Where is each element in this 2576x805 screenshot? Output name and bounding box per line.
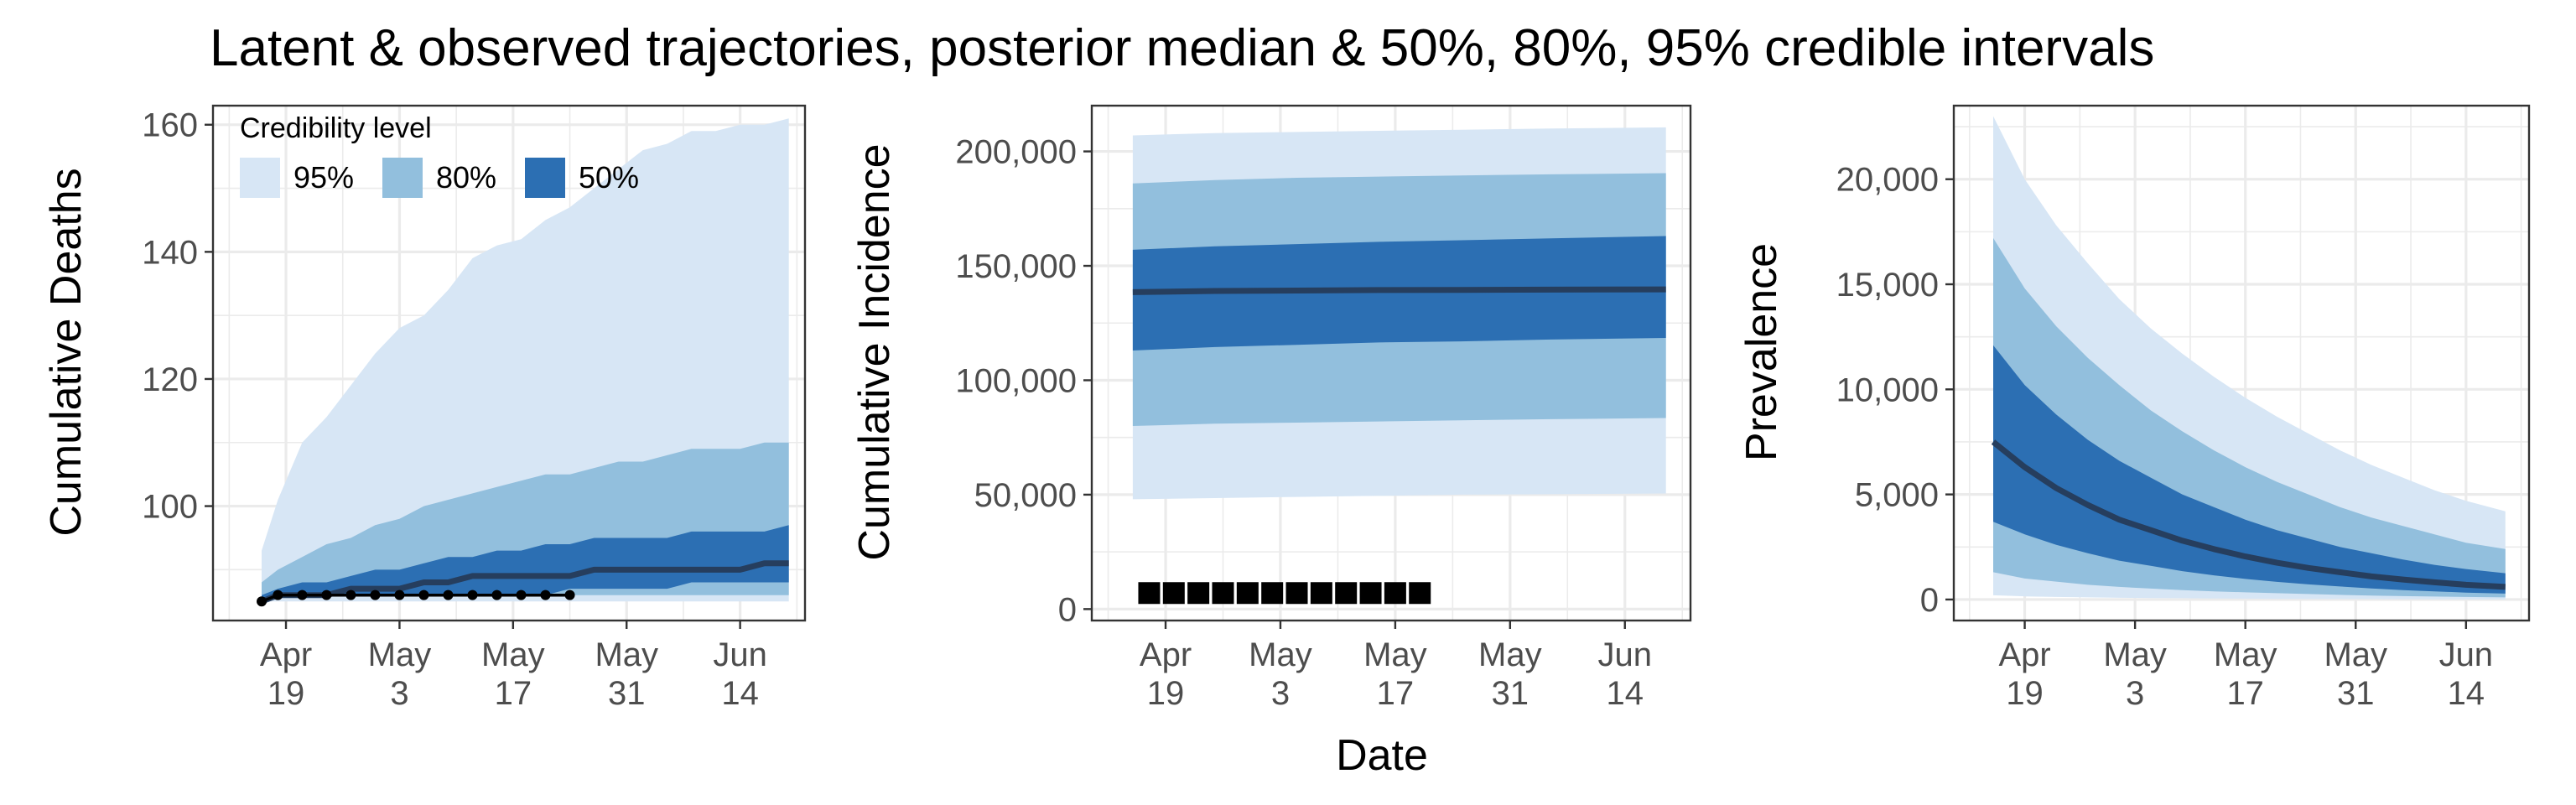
x-tick-label-day: 19 <box>267 675 305 712</box>
y-tick-label: 0 <box>1920 582 1939 619</box>
observed-square <box>1310 582 1332 605</box>
x-tick-label-day: 17 <box>1377 675 1415 712</box>
legend-label-80: 80% <box>436 160 496 195</box>
x-tick-label-day: 14 <box>2448 675 2485 712</box>
x-tick-label-month: May <box>2214 636 2277 673</box>
x-tick-label-month: May <box>2324 636 2387 673</box>
median-line <box>1991 439 2506 590</box>
band-50 <box>1993 345 2506 594</box>
panel-cumulative-incidence: Cumulative Incidence 0 50,000 100,000 150,0… <box>850 104 1692 712</box>
observed-point <box>516 589 527 600</box>
y-tick-label: 15,000 <box>1836 267 1939 304</box>
x-tick-label-month: May <box>2103 636 2167 673</box>
legend-swatch-50 <box>525 158 565 198</box>
x-tick-label-month: Jun <box>2439 636 2494 673</box>
x-tick-label-month: May <box>1363 636 1427 673</box>
x-tick-label-month: Jun <box>713 636 767 673</box>
x-axis-label-date: Date <box>1336 731 1428 780</box>
x-tick-label-day: 3 <box>1271 675 1290 712</box>
observed-point <box>491 589 502 600</box>
median-line <box>1132 286 1666 295</box>
x-tick-label-month: Jun <box>1598 636 1653 673</box>
panel-border <box>1952 104 2531 622</box>
observed-square <box>1409 582 1431 605</box>
legend-swatch-80 <box>382 158 423 198</box>
x-tick-label-month: Apr <box>1140 636 1192 673</box>
y-tick-label: 200,000 <box>955 134 1077 171</box>
observed-point <box>321 589 332 600</box>
band-50 <box>262 525 789 602</box>
observed-point <box>345 589 356 600</box>
observed-point <box>297 589 308 600</box>
y-axis-label-cumulative-incidence: Cumulative Incidence <box>850 143 899 560</box>
band-50 <box>1132 236 1666 351</box>
observed-point <box>540 589 551 600</box>
observed-square <box>1285 582 1308 605</box>
median-line <box>260 560 789 605</box>
observed-point <box>564 589 575 600</box>
y-tick-label: 50,000 <box>974 477 1077 514</box>
observed-point <box>418 589 429 600</box>
y-tick-label: 120 <box>142 361 198 398</box>
x-tick-label-day: 31 <box>2337 675 2375 712</box>
y-axis-label-prevalence: Prevalence <box>1737 243 1786 461</box>
legend-label-50: 50% <box>579 160 639 195</box>
x-tick-label-day: 3 <box>390 675 408 712</box>
x-tick-label-month: May <box>595 636 658 673</box>
panel-prevalence: Prevalence 0 5,000 10,000 15,000 20,000 Apr19… <box>1737 104 2531 712</box>
y-tick-label: 5,000 <box>1855 477 1939 514</box>
y-tick-label: 20,000 <box>1836 162 1939 199</box>
observed-square <box>1212 582 1234 605</box>
plot-area-cumulative-incidence: 050,000100,000150,000200,000Apr19May3May… <box>955 104 1692 712</box>
legend-title: Credibility level <box>240 112 432 144</box>
observed-square <box>1359 582 1382 605</box>
legend: Credibility level 95% 80% 50% <box>240 112 639 198</box>
observed-point <box>273 589 283 600</box>
x-tick-label-day: 3 <box>2126 675 2144 712</box>
x-tick-label-month: May <box>481 636 545 673</box>
x-tick-label-day: 19 <box>1147 675 1185 712</box>
panel-cumulative-deaths: Cumulative Deaths 100120140160Apr19May3M… <box>42 104 807 712</box>
x-tick-label-month: May <box>1249 636 1312 673</box>
x-tick-label-day: 31 <box>1492 675 1530 712</box>
legend-swatch-95 <box>240 158 280 198</box>
observed-point <box>394 589 405 600</box>
y-tick-label: 140 <box>142 234 198 271</box>
observed-point <box>467 589 478 600</box>
panel-border <box>1090 104 1692 622</box>
x-tick-label-month: May <box>368 636 432 673</box>
observed-point <box>443 589 454 600</box>
y-tick-label: 100,000 <box>955 362 1077 399</box>
plot-area-prevalence: 05,00010,00015,00020,000Apr19May3May17Ma… <box>1836 104 2531 712</box>
y-tick-label: 0 <box>1058 591 1077 628</box>
x-tick-label-month: Apr <box>1998 636 2050 673</box>
observed-square <box>1138 582 1161 605</box>
observed-square <box>1162 582 1185 605</box>
observed-square <box>1384 582 1406 605</box>
y-tick-label: 160 <box>142 107 198 144</box>
observed-square <box>1261 582 1284 605</box>
x-tick-label-day: 14 <box>721 675 759 712</box>
x-tick-label-day: 19 <box>2006 675 2044 712</box>
observed-point <box>257 596 267 607</box>
x-tick-label-day: 14 <box>1607 675 1644 712</box>
x-tick-label-day: 31 <box>608 675 646 712</box>
observed-point <box>370 589 381 600</box>
panel-border <box>211 104 807 622</box>
observed-square <box>1335 582 1358 605</box>
y-axis-label-cumulative-deaths: Cumulative Deaths <box>42 168 91 536</box>
y-tick-label: 150,000 <box>955 248 1077 285</box>
observed-square <box>1187 582 1210 605</box>
y-tick-label: 10,000 <box>1836 371 1939 408</box>
x-tick-label-month: Apr <box>260 636 312 673</box>
y-tick-label: 100 <box>142 489 198 526</box>
x-tick-label-day: 17 <box>495 675 532 712</box>
observed-square <box>1236 582 1259 605</box>
chart-title: Latent & observed trajectories, posterio… <box>210 19 2154 77</box>
x-tick-label-day: 17 <box>2226 675 2264 712</box>
legend-label-95: 95% <box>293 160 354 195</box>
x-tick-label-month: May <box>1478 636 1542 673</box>
